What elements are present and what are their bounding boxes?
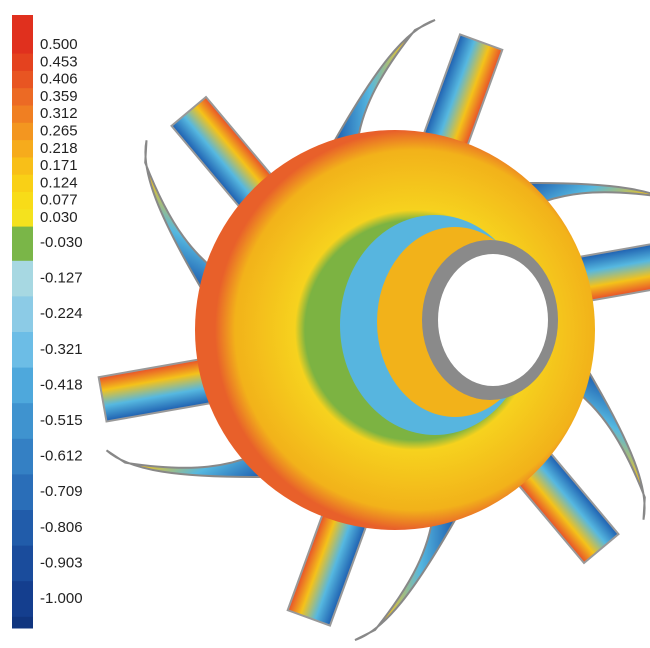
impeller-render — [97, 19, 650, 641]
colorbar-segment — [12, 122, 33, 141]
colorbar-label: -0.418 — [40, 376, 83, 393]
colorbar-segment — [12, 474, 33, 511]
colorbar-segment — [12, 296, 33, 333]
colorbar-label: -0.321 — [40, 341, 83, 358]
colorbar-segment — [12, 332, 33, 369]
colorbar-segment — [12, 510, 33, 547]
colorbar-segment — [12, 105, 33, 124]
colorbar-label: 0.124 — [40, 174, 78, 191]
colorbar-label: -0.515 — [40, 412, 83, 429]
colorbar-segment — [12, 53, 33, 72]
colorbar-label: 0.359 — [40, 88, 78, 105]
colorbar-segment — [12, 226, 33, 262]
colorbar-label: 0.500 — [40, 36, 78, 53]
colorbar-label: -0.612 — [40, 448, 83, 465]
colorbar-segment — [12, 192, 33, 210]
colorbar-segment — [12, 616, 33, 629]
colorbar-label: 0.406 — [40, 71, 78, 88]
colorbar-label: -0.224 — [40, 305, 83, 322]
colorbar-label: -1.000 — [40, 590, 83, 607]
colorbar-label: -0.903 — [40, 554, 83, 571]
colorbar-segment — [12, 157, 33, 176]
colorbar-segment — [12, 367, 33, 404]
colorbar-label: 0.312 — [40, 105, 78, 122]
colorbar-label: -0.127 — [40, 270, 83, 287]
colorbar-segment — [12, 403, 33, 440]
colorbar-segment — [12, 15, 33, 55]
colorbar-segment — [12, 140, 33, 158]
colorbar-segment — [12, 545, 33, 582]
colorbar-segment — [12, 88, 33, 106]
colorbar-label: -0.709 — [40, 483, 83, 500]
colorbar: 0.5000.4530.4060.3590.3120.2650.2180.171… — [12, 15, 83, 629]
colorbar-segment — [12, 581, 33, 618]
colorbar-segment — [12, 209, 33, 228]
colorbar-label: 0.265 — [40, 122, 78, 139]
colorbar-segment — [12, 438, 33, 475]
colorbar-label: 0.077 — [40, 192, 78, 209]
colorbar-segment — [12, 174, 33, 193]
colorbar-segment — [12, 260, 33, 297]
colorbar-label: -0.030 — [40, 234, 83, 251]
colorbar-label: 0.030 — [40, 209, 78, 226]
colorbar-label: -0.806 — [40, 519, 83, 536]
colorbar-label: 0.453 — [40, 53, 78, 70]
colorbar-label: 0.171 — [40, 157, 78, 174]
colorbar-label: 0.218 — [40, 140, 78, 157]
colorbar-segment — [12, 70, 33, 89]
